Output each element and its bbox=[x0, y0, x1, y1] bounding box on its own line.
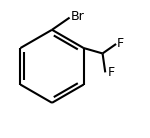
Text: F: F bbox=[107, 66, 114, 79]
Text: F: F bbox=[117, 38, 124, 51]
Text: Br: Br bbox=[70, 10, 84, 23]
